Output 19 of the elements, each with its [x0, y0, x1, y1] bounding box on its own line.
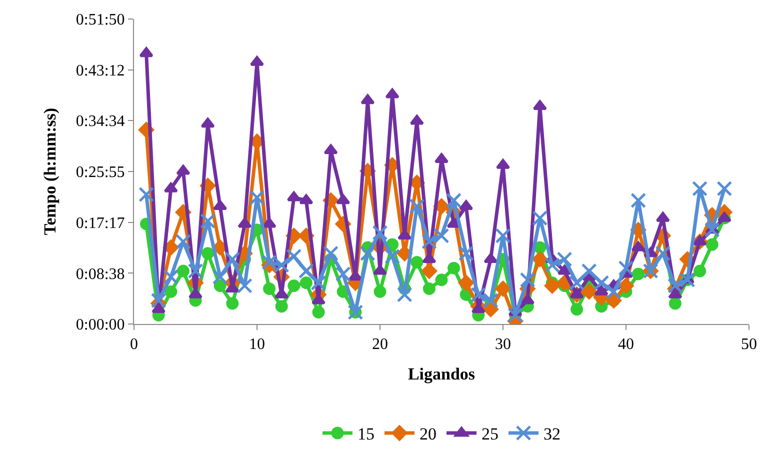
x-tick-label: 40 [618, 336, 634, 354]
y-tick-label: 0:43:12 [76, 62, 125, 80]
legend-label: 15 [358, 424, 374, 444]
y-axis-title: Tempo (h:mm:ss) [40, 108, 60, 236]
legend-label: 20 [420, 424, 436, 444]
x-tick-label: 50 [741, 336, 757, 354]
x-tick-label: 20 [372, 336, 388, 354]
y-tick-label: 0:25:55 [76, 164, 125, 182]
x-axis-title: Ligandos [408, 364, 476, 384]
y-tick-label: 0:00:00 [76, 316, 125, 334]
x-tick-label: 0 [130, 336, 138, 354]
x-tick-label: 10 [249, 336, 265, 354]
x-tick-label: 30 [495, 336, 511, 354]
y-tick-label: 0:08:38 [76, 266, 125, 283]
y-tick-label: 0:34:34 [76, 113, 125, 130]
legend-label: 32 [544, 424, 560, 444]
y-tick-label: 0:51:50 [76, 12, 125, 29]
y-tick-label: 0:17:17 [76, 214, 125, 232]
legend-label: 25 [482, 424, 498, 444]
